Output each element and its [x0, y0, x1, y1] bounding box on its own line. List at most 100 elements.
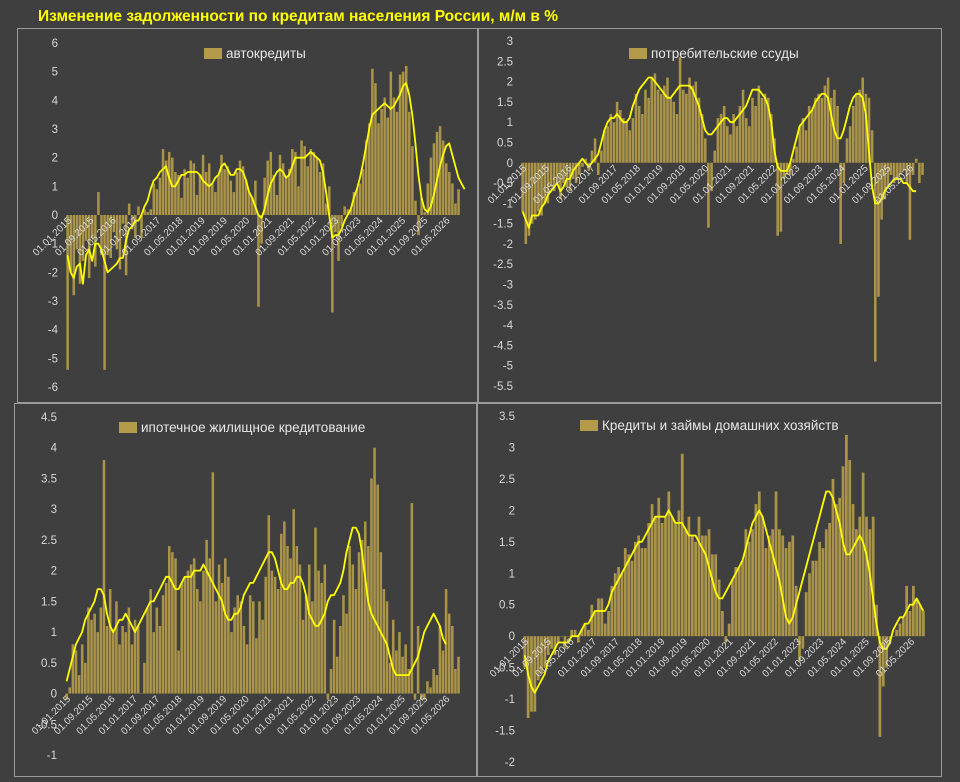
- bar: [814, 97, 817, 163]
- chart-svg-auto-loans: 6543210-1-2-3-4-5-601.01.201501.09.20150…: [31, 38, 466, 394]
- bar: [441, 140, 445, 215]
- bar: [559, 162, 562, 200]
- bar: [161, 595, 165, 694]
- y-tick-label: 1.5: [497, 97, 513, 109]
- bar: [628, 130, 632, 163]
- bar: [727, 623, 731, 637]
- bar: [140, 215, 143, 238]
- bar: [757, 491, 761, 637]
- bar: [284, 177, 288, 215]
- bar: [747, 541, 751, 637]
- bar: [801, 636, 805, 649]
- bar: [244, 180, 248, 215]
- bar: [354, 589, 358, 694]
- bar: [543, 636, 547, 668]
- bar: [223, 558, 227, 694]
- bar: [549, 162, 553, 188]
- bar: [355, 189, 359, 215]
- bar: [574, 162, 578, 184]
- bar: [713, 150, 717, 163]
- bar: [617, 566, 620, 637]
- bar: [377, 123, 380, 215]
- bar: [304, 595, 308, 694]
- bar: [192, 163, 196, 215]
- bar: [429, 687, 432, 694]
- bar: [912, 585, 915, 637]
- bar: [577, 636, 580, 643]
- bar: [640, 548, 644, 637]
- bar: [895, 629, 898, 637]
- bar: [581, 162, 584, 167]
- legend-swatch: [119, 422, 137, 433]
- bar: [208, 558, 211, 694]
- bar: [189, 160, 193, 215]
- bar: [751, 97, 754, 163]
- y-tick-label: 1: [52, 181, 58, 193]
- bar: [523, 636, 527, 668]
- y-tick-label: -1.5: [495, 726, 515, 738]
- bar: [251, 197, 254, 215]
- y-tick-label: -1: [505, 694, 515, 706]
- bar: [447, 613, 451, 694]
- bar: [312, 151, 316, 215]
- bar: [217, 174, 220, 215]
- bar: [109, 215, 112, 258]
- bar: [258, 601, 261, 694]
- chart-panel-household-loans: 3.5 3 2.5 2 1.5 1 0.5 0 -0.5 -1 -1.5 -2 01.01.2015 01…: [477, 403, 942, 777]
- bar: [90, 215, 94, 238]
- bar: [537, 162, 540, 212]
- legend-swatch: [629, 48, 647, 59]
- legend-label: автокредиты: [226, 46, 306, 61]
- y-tick-label: -6: [48, 382, 58, 394]
- bar: [664, 516, 667, 637]
- bar: [229, 180, 233, 215]
- y-tick-label: 3.5: [41, 473, 57, 485]
- bar: [738, 105, 742, 163]
- bar: [84, 215, 88, 241]
- bar: [807, 105, 811, 163]
- bar: [292, 509, 295, 694]
- bar: [861, 472, 865, 637]
- bar: [836, 105, 839, 163]
- bar: [199, 601, 202, 694]
- bar: [650, 504, 654, 637]
- bar: [71, 644, 75, 694]
- bar: [590, 150, 594, 163]
- bar: [392, 97, 396, 215]
- bar: [776, 162, 779, 236]
- bar: [451, 625, 454, 694]
- bar: [717, 579, 721, 637]
- bar: [697, 516, 701, 637]
- bar: [192, 558, 196, 694]
- bar: [398, 74, 402, 216]
- y-tick-label: -1: [48, 239, 58, 251]
- bar: [408, 111, 411, 215]
- bar: [899, 162, 902, 175]
- bar: [395, 111, 399, 215]
- bar: [880, 162, 883, 220]
- bar: [896, 162, 899, 179]
- y-tick-label: -2: [503, 239, 513, 251]
- bar: [543, 162, 546, 204]
- bar: [69, 215, 72, 273]
- bar: [622, 118, 625, 163]
- bar: [552, 162, 556, 192]
- y-tick-label: 0.5: [499, 600, 515, 612]
- bar: [878, 636, 882, 737]
- bar: [583, 623, 587, 637]
- bar: [383, 97, 386, 215]
- bar: [155, 607, 159, 694]
- bar: [309, 149, 313, 215]
- bar: [691, 85, 694, 163]
- bar: [257, 215, 260, 307]
- bar: [808, 573, 811, 637]
- bar: [901, 617, 905, 637]
- bar: [911, 162, 915, 175]
- bar: [295, 546, 299, 694]
- bar: [68, 687, 72, 694]
- bar: [198, 174, 202, 215]
- bar: [283, 521, 286, 694]
- bar: [550, 636, 553, 649]
- bar: [829, 97, 833, 163]
- bar: [395, 650, 398, 694]
